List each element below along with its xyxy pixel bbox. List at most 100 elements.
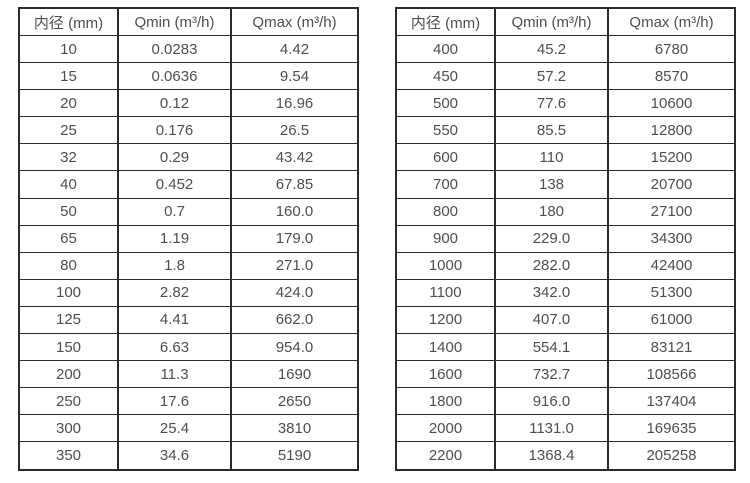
table-cell: 42400 [607, 251, 736, 280]
table-row: 250 17.6 2650 [18, 387, 359, 416]
table-cell: 27100 [607, 197, 736, 226]
table-cell: 2650 [230, 387, 359, 416]
table-row: 550 85.5 12800 [395, 116, 736, 145]
table-row: 1000 282.0 42400 [395, 251, 736, 280]
table-row: 100 2.82 424.0 [18, 278, 359, 307]
table-cell: 179.0 [230, 224, 359, 253]
table-cell: 2.82 [117, 278, 232, 307]
table-cell: 732.7 [494, 360, 609, 389]
flow-spec-table-small-diameters: 内径 (mm) Qmin (m³/h) Qmax (m³/h) 10 0.0283 4.… [18, 7, 359, 472]
table-cell: 100 [18, 278, 119, 307]
table-cell: 0.29 [117, 143, 232, 172]
table-cell: 15200 [607, 143, 736, 172]
column-header: 内径 (mm) [395, 7, 496, 36]
table-cell: 1800 [395, 387, 496, 416]
table-cell: 10 [18, 34, 119, 64]
header-row: 内径 (mm) Qmin (m³/h) Qmax (m³/h) [395, 7, 736, 36]
table-row: 900 229.0 34300 [395, 224, 736, 253]
table-cell: 350 [18, 441, 119, 472]
table-cell: 700 [395, 170, 496, 199]
table-cell: 6.63 [117, 333, 232, 362]
table-row: 300 25.4 3810 [18, 414, 359, 443]
table-cell: 3810 [230, 414, 359, 443]
table-cell: 1.19 [117, 224, 232, 253]
table-row: 25 0.176 26.5 [18, 116, 359, 145]
table-cell: 138 [494, 170, 609, 199]
table-body: 10 0.0283 4.42 15 0.0636 9.54 20 0.12 16.96 25 0.1… [18, 34, 359, 472]
table-row: 450 57.2 8570 [395, 62, 736, 91]
table-row: 1100 342.0 51300 [395, 278, 736, 307]
table-row: 1400 554.1 83121 [395, 333, 736, 362]
table-cell: 282.0 [494, 251, 609, 280]
table-cell: 0.0283 [117, 34, 232, 64]
table-cell: 10600 [607, 89, 736, 118]
table-cell: 4.41 [117, 305, 232, 335]
table-cell: 17.6 [117, 387, 232, 416]
table-cell: 0.12 [117, 89, 232, 118]
table-cell: 342.0 [494, 278, 609, 307]
table-cell: 800 [395, 197, 496, 226]
table-cell: 1600 [395, 360, 496, 389]
table-cell: 83121 [607, 333, 736, 362]
table-cell: 34.6 [117, 441, 232, 472]
table-cell: 900 [395, 224, 496, 253]
table-cell: 1400 [395, 333, 496, 362]
table-cell: 600 [395, 143, 496, 172]
table-cell: 169635 [607, 414, 736, 443]
table-cell: 5190 [230, 441, 359, 472]
table-cell: 1131.0 [494, 414, 609, 443]
table-cell: 205258 [607, 441, 736, 472]
table-cell: 20700 [607, 170, 736, 199]
table-cell: 43.42 [230, 143, 359, 172]
column-header: Qmin (m³/h) [494, 7, 609, 36]
table-row: 150 6.63 954.0 [18, 333, 359, 362]
table-cell: 407.0 [494, 305, 609, 335]
table-cell: 12800 [607, 116, 736, 145]
table-cell: 61000 [607, 305, 736, 335]
table-cell: 20 [18, 89, 119, 118]
table-cell: 40 [18, 170, 119, 199]
table-cell: 9.54 [230, 62, 359, 91]
table-cell: 554.1 [494, 333, 609, 362]
table-cell: 25 [18, 116, 119, 145]
table-cell: 1690 [230, 360, 359, 389]
table-cell: 25.4 [117, 414, 232, 443]
table-cell: 250 [18, 387, 119, 416]
table-cell: 160.0 [230, 197, 359, 226]
table-cell: 916.0 [494, 387, 609, 416]
table-row: 600 110 15200 [395, 143, 736, 172]
table-cell: 0.0636 [117, 62, 232, 91]
table-cell: 1368.4 [494, 441, 609, 472]
table-cell: 26.5 [230, 116, 359, 145]
table-cell: 45.2 [494, 34, 609, 64]
table-cell: 271.0 [230, 251, 359, 280]
table-cell: 200 [18, 360, 119, 389]
table-cell: 450 [395, 62, 496, 91]
table-cell: 34300 [607, 224, 736, 253]
table-cell: 229.0 [494, 224, 609, 253]
table-cell: 0.176 [117, 116, 232, 145]
column-header: Qmax (m³/h) [607, 7, 736, 36]
table-row: 350 34.6 5190 [18, 441, 359, 472]
table-cell: 80 [18, 251, 119, 280]
table-cell: 65 [18, 224, 119, 253]
column-header: 内径 (mm) [18, 7, 119, 36]
table-row: 700 138 20700 [395, 170, 736, 199]
table-cell: 137404 [607, 387, 736, 416]
table-cell: 11.3 [117, 360, 232, 389]
table-row: 125 4.41 662.0 [18, 305, 359, 335]
table-cell: 6780 [607, 34, 736, 64]
table-cell: 51300 [607, 278, 736, 307]
table-cell: 85.5 [494, 116, 609, 145]
table-cell: 150 [18, 333, 119, 362]
table-cell: 57.2 [494, 62, 609, 91]
table-row: 400 45.2 6780 [395, 34, 736, 64]
table-cell: 400 [395, 34, 496, 64]
table-row: 40 0.452 67.85 [18, 170, 359, 199]
table-cell: 1.8 [117, 251, 232, 280]
table-row: 1600 732.7 108566 [395, 360, 736, 389]
table-row: 2200 1368.4 205258 [395, 441, 736, 472]
table-cell: 300 [18, 414, 119, 443]
table-cell: 32 [18, 143, 119, 172]
